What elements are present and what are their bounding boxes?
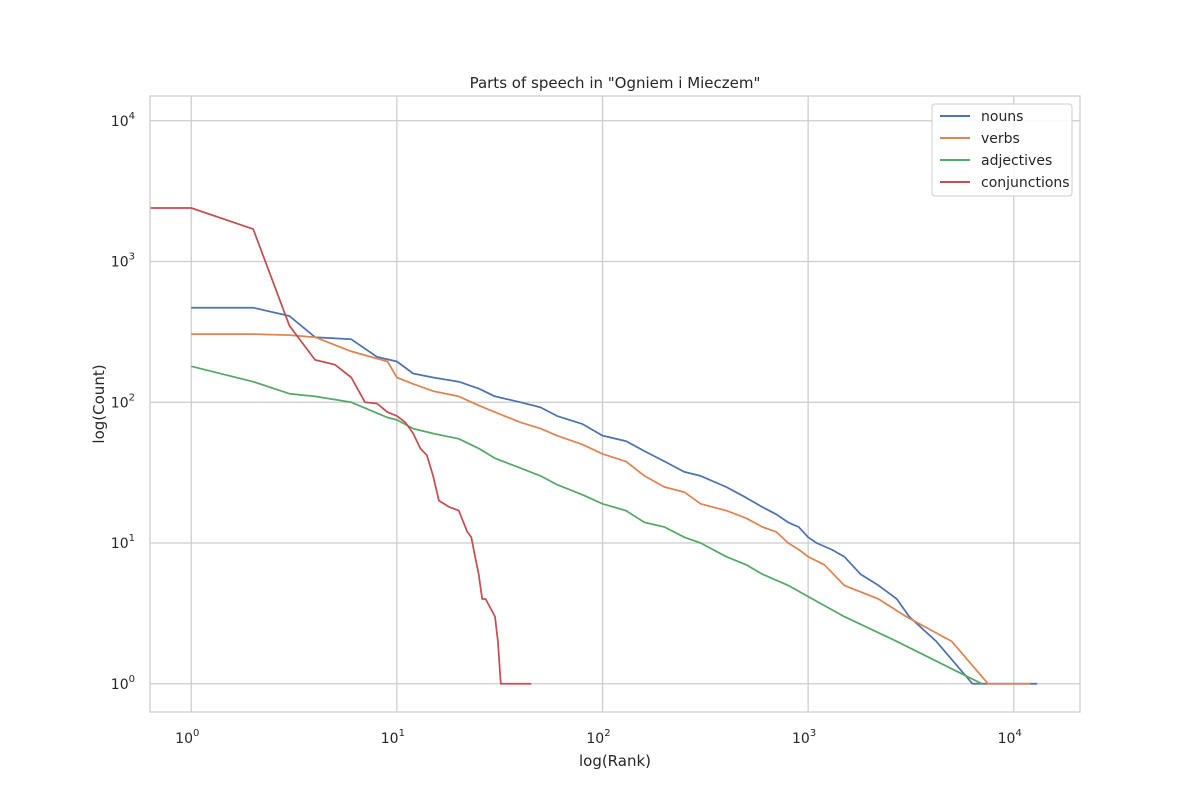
x-gridlines [190,96,1015,712]
plot-frame [149,95,1081,713]
y-tick-labels: 100 101 102 103 104 [111,111,135,693]
series-line-conjunctions [150,207,532,685]
series-line-nouns [191,306,1038,685]
legend-label-adjectives: adjectives [981,153,1052,169]
x-tick-label: 100 [175,728,199,747]
legend: nouns verbs adjectives conjunctions [931,103,1073,197]
y-axis-label: log(Count) [90,364,108,443]
plot-area [150,96,1080,712]
x-tick-label: 102 [586,728,610,747]
legend-label-conjunctions: conjunctions [981,175,1070,191]
legend-label-nouns: nouns [981,109,1023,125]
x-tick-label: 101 [381,728,405,747]
y-tick-label: 104 [111,111,135,130]
x-tick-label: 103 [792,728,816,747]
y-tick-label: 101 [111,533,135,552]
x-tick-labels: 100 101 102 103 104 [175,728,1022,747]
series-line-verbs [191,333,1030,685]
x-tick-label: 104 [998,728,1022,747]
y-tick-label: 103 [111,252,135,271]
legend-box [931,103,1073,197]
legend-label-verbs: verbs [981,131,1020,147]
chart-title: Parts of speech in "Ogniem i Mieczem" [470,74,761,92]
y-tick-label: 102 [111,392,135,411]
x-axis-label: log(Rank) [579,752,651,770]
y-gridlines [150,120,1080,685]
y-tick-label: 100 [111,674,135,693]
series-line-adjectives [191,365,983,685]
series-lines [150,207,1038,685]
